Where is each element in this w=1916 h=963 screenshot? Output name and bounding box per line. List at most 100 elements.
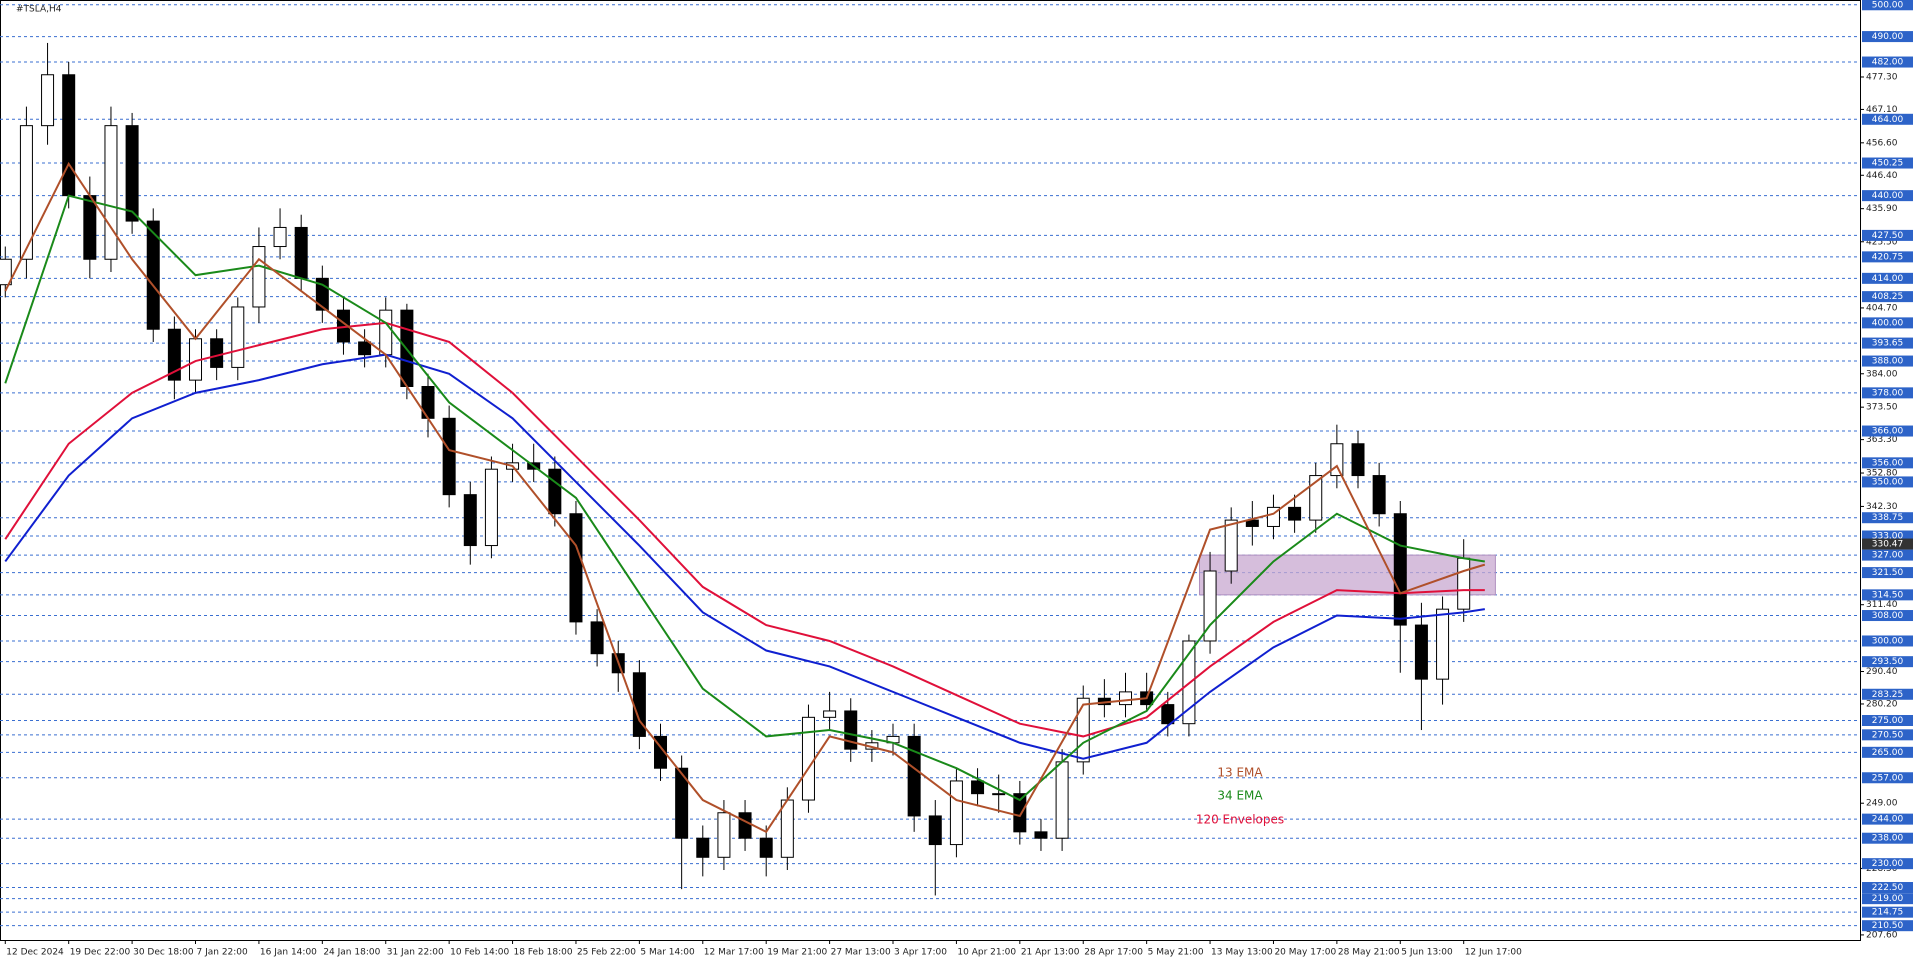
candle-body	[1330, 443, 1344, 477]
candle-body	[1288, 506, 1302, 521]
indicator-line	[4, 321, 1485, 738]
candle-body	[1372, 475, 1386, 515]
annotation: 120 Envelopes	[1196, 813, 1284, 827]
level-label: 420.75	[1872, 252, 1904, 262]
indicator-line	[4, 194, 1485, 802]
candle-body	[1393, 513, 1407, 626]
candle-body	[125, 125, 139, 222]
candle-body	[19, 125, 33, 260]
candle-body	[167, 328, 181, 381]
x-tick-label: 5 Jun 13:00	[1401, 948, 1453, 958]
level-box	[1862, 317, 1913, 329]
level-label: 257.00	[1872, 773, 1904, 783]
x-tick-label: 5 May 21:00	[1148, 948, 1204, 958]
level-label: 440.00	[1872, 191, 1904, 201]
candle-body	[1457, 557, 1471, 610]
candle-body	[907, 735, 921, 817]
candle-body	[1076, 697, 1090, 763]
y-tick-label: 425.50	[1866, 237, 1898, 247]
level-label: 356.00	[1872, 458, 1904, 468]
candle-body	[231, 306, 245, 368]
x-tick-label: 12 Jun 17:00	[1465, 948, 1522, 958]
candle-body	[1436, 608, 1450, 680]
level-label: 270.50	[1872, 730, 1904, 740]
zone	[1198, 554, 1496, 596]
x-tick-label: 5 Mar 14:00	[640, 948, 695, 958]
candle-body	[738, 812, 752, 839]
indicator-line	[4, 161, 1486, 834]
level-label: 327.00	[1872, 551, 1904, 561]
candle-body	[463, 494, 477, 547]
x-tick-label: 19 Mar 21:00	[767, 948, 827, 958]
level-box	[1862, 337, 1913, 349]
level-box	[1862, 772, 1913, 784]
level-box	[1862, 656, 1913, 668]
level-box	[1862, 251, 1913, 263]
y-tick-label: 290.40	[1866, 667, 1898, 677]
level-label: 230.00	[1872, 859, 1904, 869]
level-label: 408.25	[1872, 292, 1904, 302]
candle-body	[1203, 570, 1217, 642]
annotation: 34 EMA	[1217, 789, 1263, 803]
candle-body	[971, 780, 985, 795]
candle-body	[844, 710, 858, 750]
level-box	[1862, 190, 1913, 202]
candle-body	[1034, 831, 1048, 839]
candle-body	[823, 710, 837, 718]
candle-body	[1013, 793, 1027, 833]
level-label: 314.50	[1872, 590, 1904, 600]
x-tick-label: 16 Jan 14:00	[260, 948, 317, 958]
y-tick-label: 363.30	[1866, 435, 1898, 445]
level-box	[1862, 906, 1913, 918]
candle-body	[801, 716, 815, 801]
level-label: 500.00	[1872, 0, 1904, 10]
x-tick-label: 19 Dec 22:00	[70, 948, 131, 958]
candle-body	[717, 812, 731, 858]
candle-body	[62, 74, 76, 197]
candle-body	[1309, 475, 1323, 521]
current-price-label: 330.47	[1872, 540, 1904, 550]
level-label: 393.65	[1872, 339, 1904, 349]
level-box	[1862, 920, 1913, 932]
level-box	[1862, 882, 1913, 894]
x-tick-label: 10 Feb 14:00	[450, 948, 509, 958]
candle-body	[0, 258, 12, 286]
y-tick-label: 311.40	[1866, 600, 1898, 610]
level-box	[1862, 715, 1913, 727]
candle-body	[1414, 624, 1428, 680]
level-label: 400.00	[1872, 318, 1904, 328]
plot-frame	[0, 0, 1861, 941]
level-label: 210.50	[1872, 921, 1904, 931]
x-tick-label: 13 May 13:00	[1211, 948, 1273, 958]
level-box	[1862, 610, 1913, 622]
candle-body	[696, 837, 710, 858]
y-tick-label: 435.90	[1866, 204, 1898, 214]
level-box	[1862, 746, 1913, 758]
level-box	[1862, 530, 1913, 542]
level-label: 283.25	[1872, 690, 1904, 700]
x-tick-label: 7 Jan 22:00	[197, 948, 249, 958]
x-tick-label: 18 Feb 18:00	[514, 948, 573, 958]
level-box	[1862, 549, 1913, 561]
candle-body	[104, 125, 118, 260]
candle-body	[569, 513, 583, 623]
x-tick-label: 27 Mar 13:00	[831, 948, 891, 958]
x-tick-label: 12 Dec 2024	[6, 948, 64, 958]
annotation: 13 EMA	[1217, 766, 1263, 780]
level-label: 450.25	[1872, 159, 1904, 169]
level-label: 214.75	[1872, 908, 1904, 918]
candle-body	[442, 417, 456, 496]
level-box	[1862, 387, 1913, 399]
level-label: 378.00	[1872, 388, 1904, 398]
level-box	[1862, 157, 1913, 169]
level-label: 321.50	[1872, 568, 1904, 578]
level-box	[1862, 229, 1913, 241]
candle-body	[484, 468, 498, 547]
candle-body	[358, 341, 372, 356]
level-label: 275.00	[1872, 716, 1904, 726]
level-box	[1862, 31, 1913, 43]
level-label: 265.00	[1872, 748, 1904, 758]
level-box	[1862, 113, 1913, 125]
level-box	[1862, 272, 1913, 284]
